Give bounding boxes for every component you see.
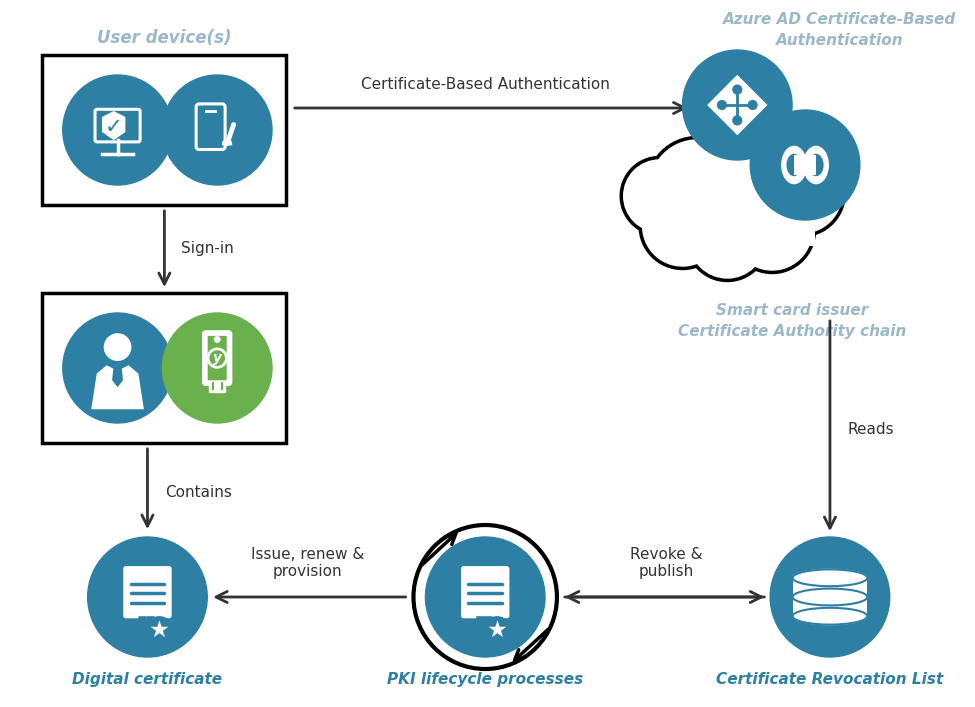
- Text: Revoke &
publish: Revoke & publish: [630, 547, 702, 579]
- Circle shape: [762, 153, 841, 233]
- Text: Azure AD Certificate-Based
Authentication: Azure AD Certificate-Based Authenticatio…: [723, 12, 956, 48]
- Circle shape: [210, 351, 224, 366]
- Polygon shape: [707, 75, 767, 135]
- FancyBboxPatch shape: [124, 567, 171, 618]
- Text: y: y: [213, 351, 221, 365]
- Circle shape: [759, 149, 845, 237]
- Ellipse shape: [809, 155, 823, 175]
- Ellipse shape: [793, 608, 868, 624]
- Circle shape: [686, 199, 768, 281]
- Circle shape: [163, 313, 272, 423]
- Text: Certificate-Based Authentication: Certificate-Based Authentication: [361, 77, 609, 92]
- Circle shape: [643, 186, 722, 266]
- Ellipse shape: [803, 146, 829, 184]
- Bar: [793, 578, 868, 617]
- FancyBboxPatch shape: [203, 331, 232, 385]
- Ellipse shape: [793, 589, 868, 605]
- Circle shape: [703, 116, 807, 220]
- Polygon shape: [146, 617, 155, 641]
- Circle shape: [770, 537, 890, 657]
- Circle shape: [104, 334, 131, 361]
- Bar: [42, 293, 286, 443]
- Circle shape: [750, 110, 860, 220]
- Bar: [794, 155, 816, 175]
- Circle shape: [682, 50, 792, 160]
- Circle shape: [214, 337, 220, 342]
- Ellipse shape: [793, 569, 868, 586]
- Text: Certificate Revocation List: Certificate Revocation List: [717, 672, 944, 687]
- Ellipse shape: [787, 155, 801, 175]
- Text: Sign-in: Sign-in: [181, 242, 234, 257]
- Bar: [655, 191, 815, 246]
- Circle shape: [624, 160, 695, 232]
- Circle shape: [62, 75, 173, 185]
- Circle shape: [62, 313, 173, 423]
- Text: ✓: ✓: [104, 117, 123, 137]
- Circle shape: [484, 617, 510, 643]
- Text: User device(s): User device(s): [97, 29, 231, 47]
- FancyBboxPatch shape: [462, 567, 509, 618]
- Bar: [793, 578, 868, 597]
- Circle shape: [718, 100, 726, 110]
- Circle shape: [733, 86, 742, 94]
- Circle shape: [425, 537, 545, 657]
- Circle shape: [689, 202, 765, 278]
- Circle shape: [88, 537, 208, 657]
- Circle shape: [700, 112, 810, 223]
- Bar: [42, 55, 286, 205]
- FancyBboxPatch shape: [208, 336, 227, 380]
- Polygon shape: [476, 617, 484, 641]
- Bar: [209, 382, 225, 392]
- Circle shape: [163, 75, 272, 185]
- Text: ★: ★: [487, 619, 508, 641]
- Circle shape: [732, 190, 812, 270]
- Circle shape: [208, 349, 227, 368]
- Circle shape: [646, 136, 749, 240]
- Text: ★: ★: [149, 619, 170, 641]
- Text: Contains: Contains: [166, 485, 232, 500]
- Bar: [793, 597, 868, 617]
- Polygon shape: [138, 617, 146, 641]
- Text: Issue, renew &
provision: Issue, renew & provision: [252, 547, 365, 579]
- Circle shape: [649, 140, 745, 236]
- Text: Reads: Reads: [848, 423, 894, 438]
- Circle shape: [748, 100, 757, 110]
- Polygon shape: [92, 366, 144, 409]
- Ellipse shape: [782, 146, 806, 184]
- Circle shape: [640, 182, 725, 269]
- Text: Smart card issuer
Certificate Authority chain: Smart card issuer Certificate Authority …: [678, 303, 907, 339]
- Circle shape: [729, 187, 815, 274]
- Polygon shape: [484, 617, 492, 641]
- Polygon shape: [102, 112, 125, 139]
- Circle shape: [620, 156, 699, 235]
- Polygon shape: [112, 366, 123, 387]
- Circle shape: [733, 116, 742, 125]
- Text: PKI lifecycle processes: PKI lifecycle processes: [387, 672, 583, 687]
- Text: Digital certificate: Digital certificate: [72, 672, 222, 687]
- Circle shape: [146, 617, 173, 643]
